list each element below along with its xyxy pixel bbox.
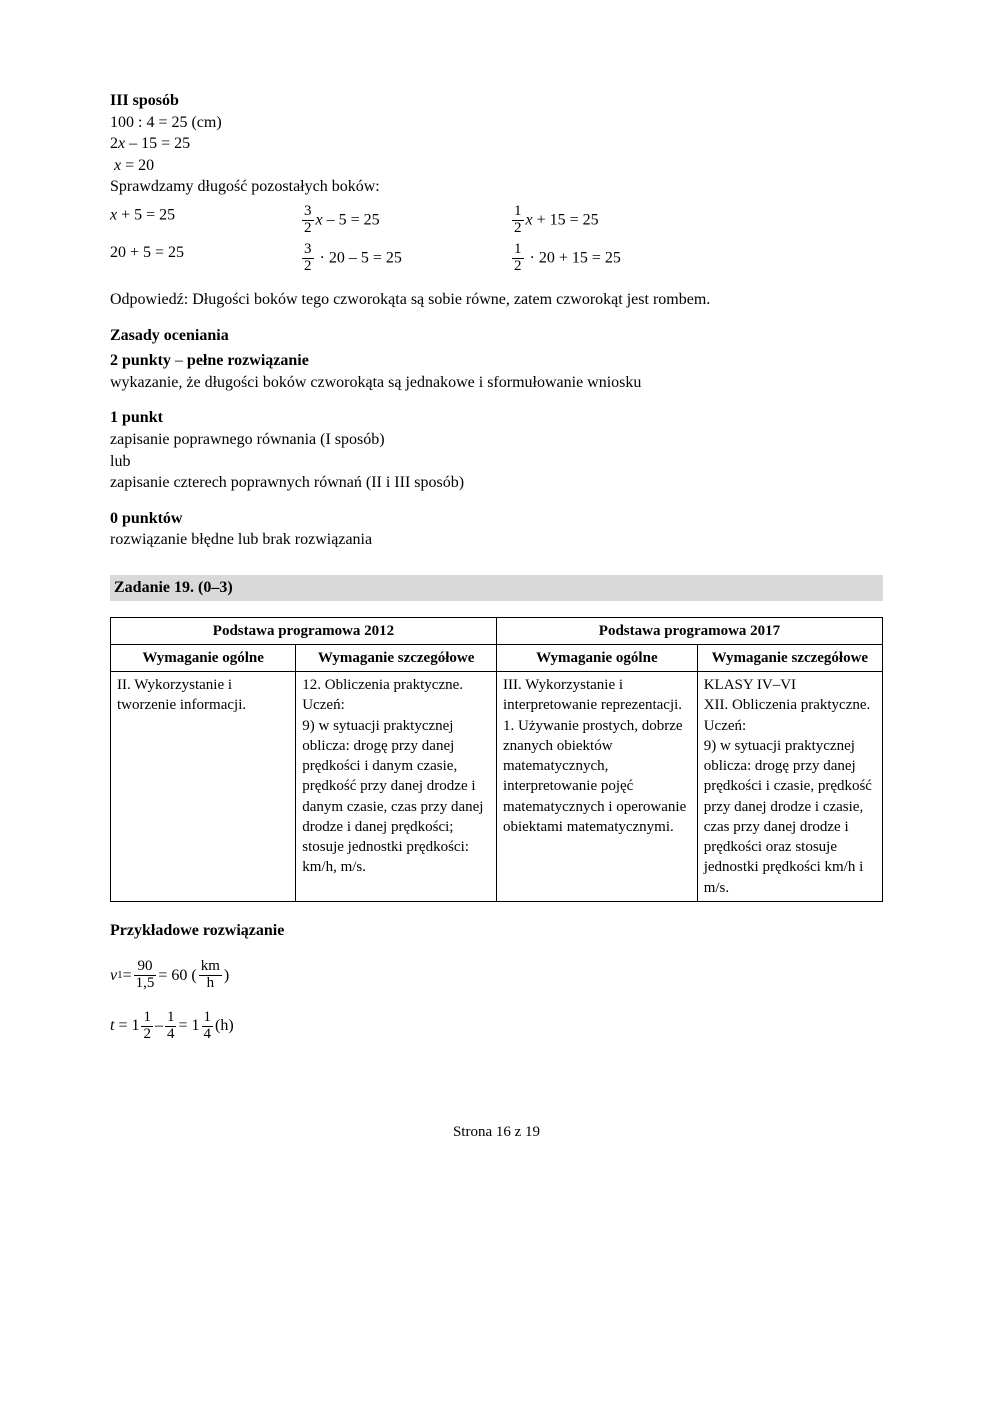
method3-line-0: 100 : 4 = 25 (cm) bbox=[110, 112, 883, 134]
frac-den: h bbox=[199, 976, 222, 992]
method3-line-1: 2x – 15 = 25 bbox=[110, 133, 883, 155]
frac-num: 1 bbox=[512, 204, 524, 221]
frac-den: 2 bbox=[512, 259, 524, 275]
calc-text: · 20 + 15 = 25 bbox=[526, 250, 621, 267]
calc-r1-c3: 12x + 15 = 25 bbox=[510, 204, 720, 237]
task-header: Zadanie 19. (0–3) bbox=[110, 575, 883, 601]
th-2012: Podstawa programowa 2012 bbox=[111, 617, 497, 644]
t-unit: (h) bbox=[215, 1015, 234, 1037]
p2-bold: pełne rozwiązanie bbox=[187, 352, 309, 369]
frac-num: 3 bbox=[302, 204, 314, 221]
p1-line-0: zapisanie poprawnego równania (I sposób) bbox=[110, 429, 883, 451]
calc-r1-c2: 32x – 5 = 25 bbox=[300, 204, 510, 237]
frac-num: 1 bbox=[202, 1010, 214, 1027]
cell-2017-wo: III. Wykorzystanie i interpretowanie rep… bbox=[496, 672, 697, 902]
frac-den: 4 bbox=[202, 1027, 214, 1043]
p1-line-1: lub bbox=[110, 451, 883, 473]
frac-num: 90 bbox=[134, 959, 157, 976]
requirements-table: Podstawa programowa 2012 Podstawa progra… bbox=[110, 617, 883, 902]
formula-v1: v1 = 901,5 = 60 ( kmh ) bbox=[110, 959, 883, 992]
cell-2017-ws: KLASY IV–VI XII. Obliczenia praktyczne. … bbox=[697, 672, 882, 902]
th-2017: Podstawa programowa 2017 bbox=[496, 617, 882, 644]
th-wo-1: Wymaganie ogólne bbox=[111, 644, 296, 671]
example-title: Przykładowe rozwiązanie bbox=[110, 920, 883, 942]
v1-var: v bbox=[110, 965, 117, 987]
page-footer: Strona 16 z 19 bbox=[110, 1122, 883, 1142]
frac-num: 1 bbox=[141, 1010, 153, 1027]
frac-den: 2 bbox=[302, 221, 314, 237]
p0-text: rozwiązanie błędne lub brak rozwiązania bbox=[110, 529, 883, 551]
p1-label: 1 punkt bbox=[110, 407, 883, 429]
frac-den: 2 bbox=[512, 221, 524, 237]
v1-mid: = 60 ( bbox=[158, 965, 196, 987]
frac-num: km bbox=[199, 959, 222, 976]
frac-den: 4 bbox=[165, 1027, 177, 1043]
th-wo-2: Wymaganie ogólne bbox=[496, 644, 697, 671]
frac-num: 1 bbox=[512, 242, 524, 259]
calc-r1-c1: x + 5 = 25 bbox=[110, 204, 300, 237]
p1-line-2: zapisanie czterech poprawnych równań (II… bbox=[110, 472, 883, 494]
frac-den: 2 bbox=[302, 259, 314, 275]
calc-r2-c3: 12 · 20 + 15 = 25 bbox=[510, 242, 720, 275]
calc-text: · 20 – 5 = 25 bbox=[316, 250, 402, 267]
answer-text: Odpowiedź: Długości boków tego czworokąt… bbox=[110, 289, 883, 311]
frac-num: 3 bbox=[302, 242, 314, 259]
th-ws-1: Wymaganie szczegółowe bbox=[296, 644, 497, 671]
frac-den: 1,5 bbox=[134, 976, 157, 992]
p2-label: 2 punkty bbox=[110, 352, 171, 369]
v1-close: ) bbox=[224, 965, 229, 987]
method3-line-2: x = 20 bbox=[110, 155, 883, 177]
calc-r2-c1: 20 + 5 = 25 bbox=[110, 242, 300, 275]
method3-line-3: Sprawdzamy długość pozostałych boków: bbox=[110, 176, 883, 198]
v1-eq: = bbox=[123, 965, 132, 987]
formula-t: t = 1 12 – 14 = 1 14 (h) bbox=[110, 1010, 883, 1043]
table-row: Podstawa programowa 2012 Podstawa progra… bbox=[111, 617, 883, 644]
grading-title: Zasady oceniania bbox=[110, 325, 883, 347]
frac-den: 2 bbox=[141, 1027, 153, 1043]
calc-row-1: x + 5 = 25 32x – 5 = 25 12x + 15 = 25 bbox=[110, 204, 883, 237]
grading-2pts: 2 punkty – pełne rozwiązanie bbox=[110, 350, 883, 372]
frac-num: 1 bbox=[165, 1010, 177, 1027]
table-row: II. Wykorzystanie i tworzenie informacji… bbox=[111, 672, 883, 902]
table-row: Wymaganie ogólne Wymaganie szczegółowe W… bbox=[111, 644, 883, 671]
method3-title: III sposób bbox=[110, 90, 883, 112]
th-ws-2: Wymaganie szczegółowe bbox=[697, 644, 882, 671]
calc-row-2: 20 + 5 = 25 32 · 20 – 5 = 25 12 · 20 + 1… bbox=[110, 242, 883, 275]
method3-block: III sposób 100 : 4 = 25 (cm) 2x – 15 = 2… bbox=[110, 90, 883, 275]
cell-2012-ws: 12. Obliczenia praktyczne. Uczeń: 9) w s… bbox=[296, 672, 497, 902]
cell-2012-wo: II. Wykorzystanie i tworzenie informacji… bbox=[111, 672, 296, 902]
p2-text: wykazanie, że długości boków czworokąta … bbox=[110, 372, 883, 394]
t-eq: = 1 bbox=[178, 1015, 199, 1037]
p2-dash: – bbox=[171, 352, 187, 369]
calc-r2-c2: 32 · 20 – 5 = 25 bbox=[300, 242, 510, 275]
t-minus: – bbox=[155, 1015, 163, 1037]
p0-label: 0 punktów bbox=[110, 508, 883, 530]
